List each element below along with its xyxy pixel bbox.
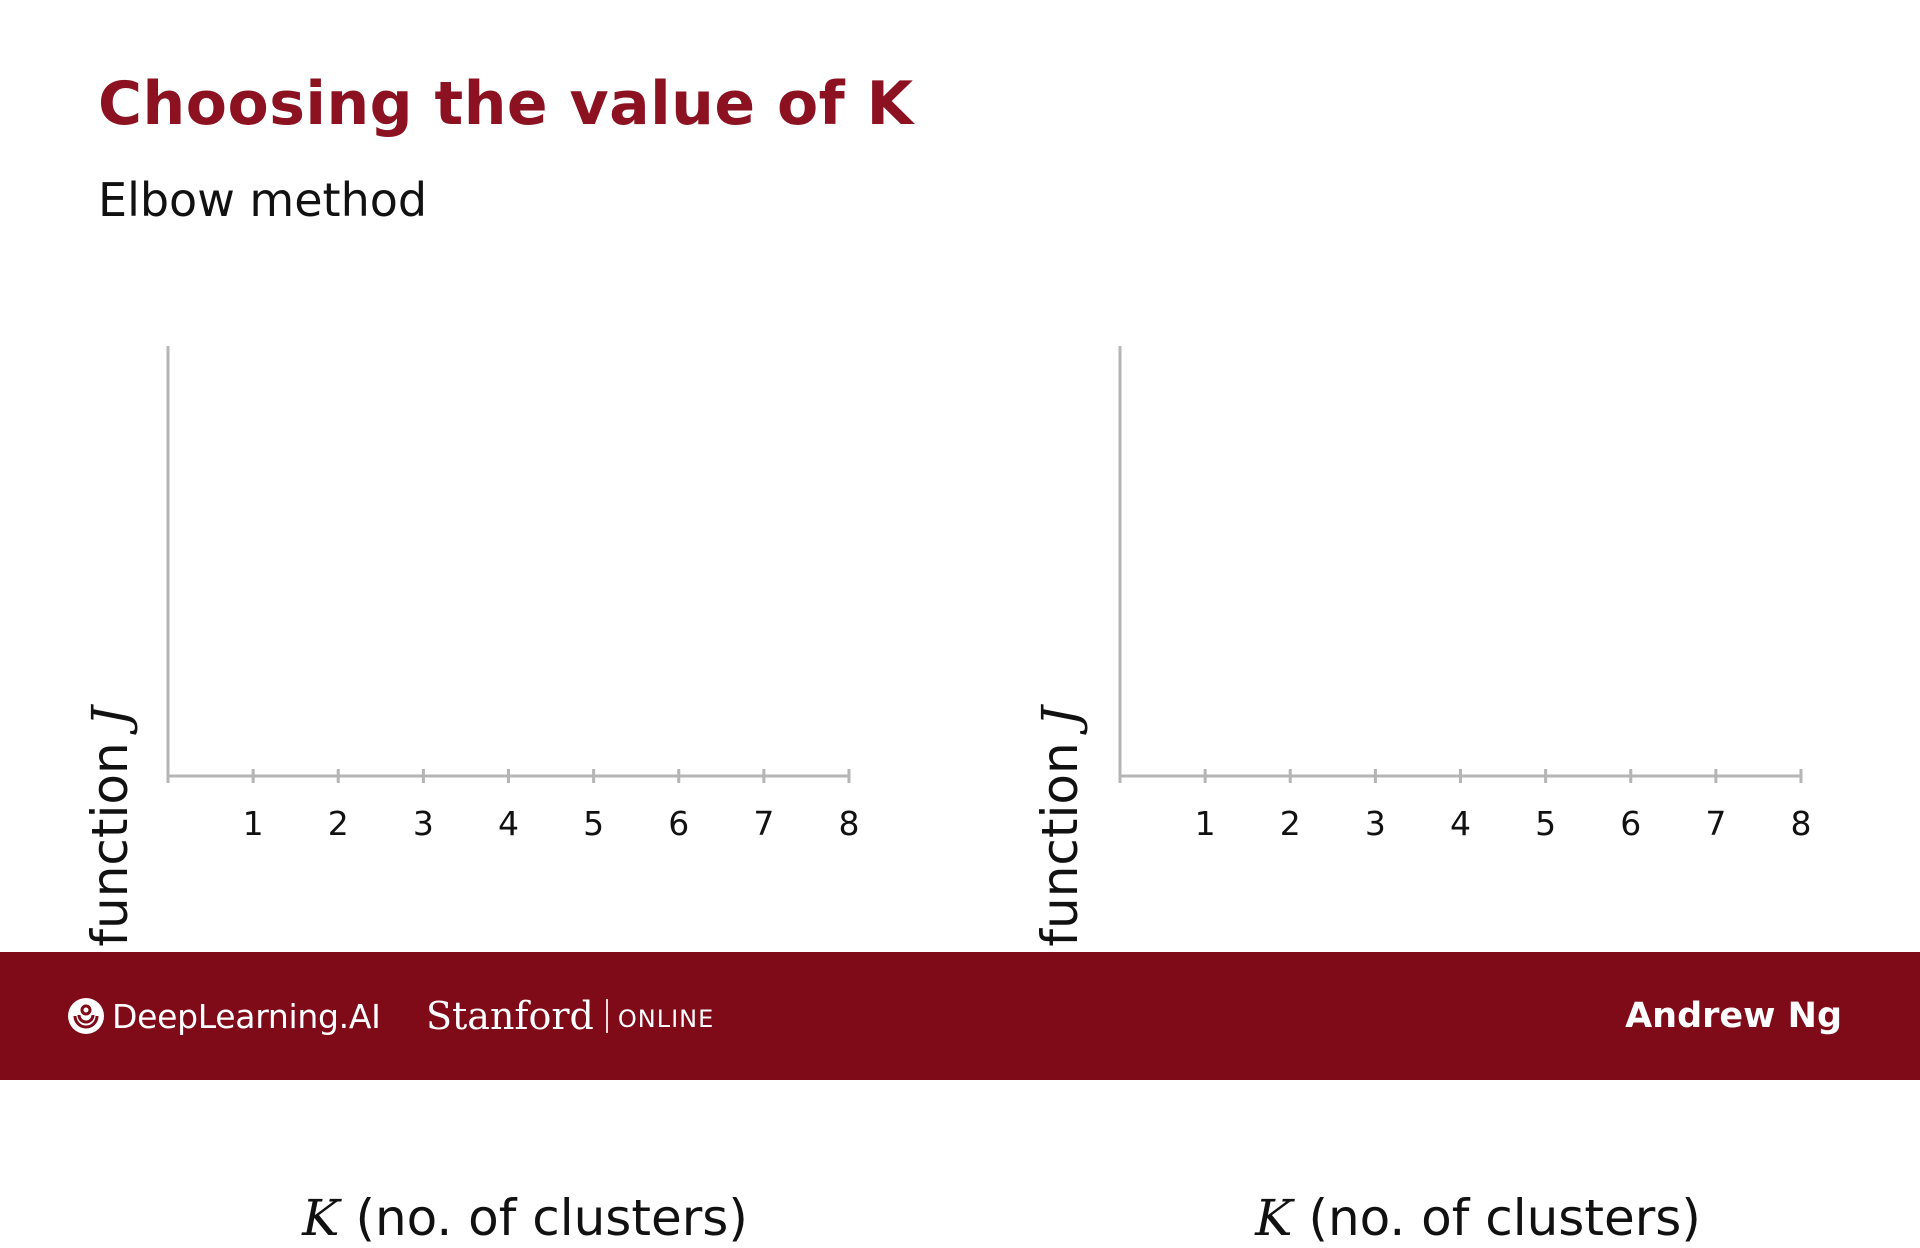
x-tick-label-7: 7	[753, 804, 774, 843]
deeplearning-ai-logo: DeepLearning.AI	[66, 952, 381, 1080]
slide-title: Choosing the value of K	[98, 69, 914, 139]
x-axis-label: K (no. of clusters)	[1255, 1188, 1701, 1248]
footer-bar: DeepLearning.AI Stanford ONLINE Andrew N…	[0, 952, 1920, 1080]
x-axis-label: K (no. of clusters)	[302, 1188, 748, 1248]
chart-left-svg: 1 2 3 4 5 6 7 8	[166, 346, 860, 843]
author-name: Andrew Ng	[1625, 996, 1842, 1036]
x-axis-symbol: K	[302, 1189, 340, 1247]
brand-name: DeepLearning.AI	[112, 996, 381, 1036]
x-tick-label-6: 6	[668, 804, 689, 843]
online-wordmark: ONLINE	[617, 1005, 715, 1033]
x-tick-label-1: 1	[243, 804, 264, 843]
x-tick-label-4: 4	[1450, 804, 1471, 843]
stanford-online-logo: Stanford ONLINE	[426, 952, 714, 1080]
x-tick-label-3: 3	[1365, 804, 1386, 843]
stanford-wordmark: Stanford	[426, 994, 594, 1038]
x-axis-label-text: (no. of clusters)	[355, 1189, 748, 1247]
x-tick-label-5: 5	[1535, 804, 1556, 843]
x-tick-label-8: 8	[839, 804, 860, 843]
logo-divider	[605, 999, 608, 1033]
deeplearning-swirl-icon	[68, 998, 104, 1034]
y-axis-symbol: J	[81, 706, 139, 727]
x-axis-symbol: K	[1255, 1189, 1293, 1247]
x-axis-label-text: (no. of clusters)	[1308, 1189, 1701, 1247]
x-tick-label-1: 1	[1195, 804, 1216, 843]
x-tick-label-8: 8	[1791, 804, 1812, 843]
slide-subtitle: Elbow method	[98, 173, 428, 227]
y-axis-symbol: J	[1031, 706, 1089, 727]
x-tick-label-3: 3	[413, 804, 434, 843]
x-tick-label-2: 2	[328, 804, 349, 843]
x-tick-label-4: 4	[498, 804, 519, 843]
x-tick-label-7: 7	[1705, 804, 1726, 843]
chart-right-svg: 1 2 3 4 5 6 7 8	[1118, 346, 1812, 843]
x-tick-label-6: 6	[1620, 804, 1641, 843]
x-tick-label-2: 2	[1280, 804, 1301, 843]
x-tick-label-5: 5	[583, 804, 604, 843]
